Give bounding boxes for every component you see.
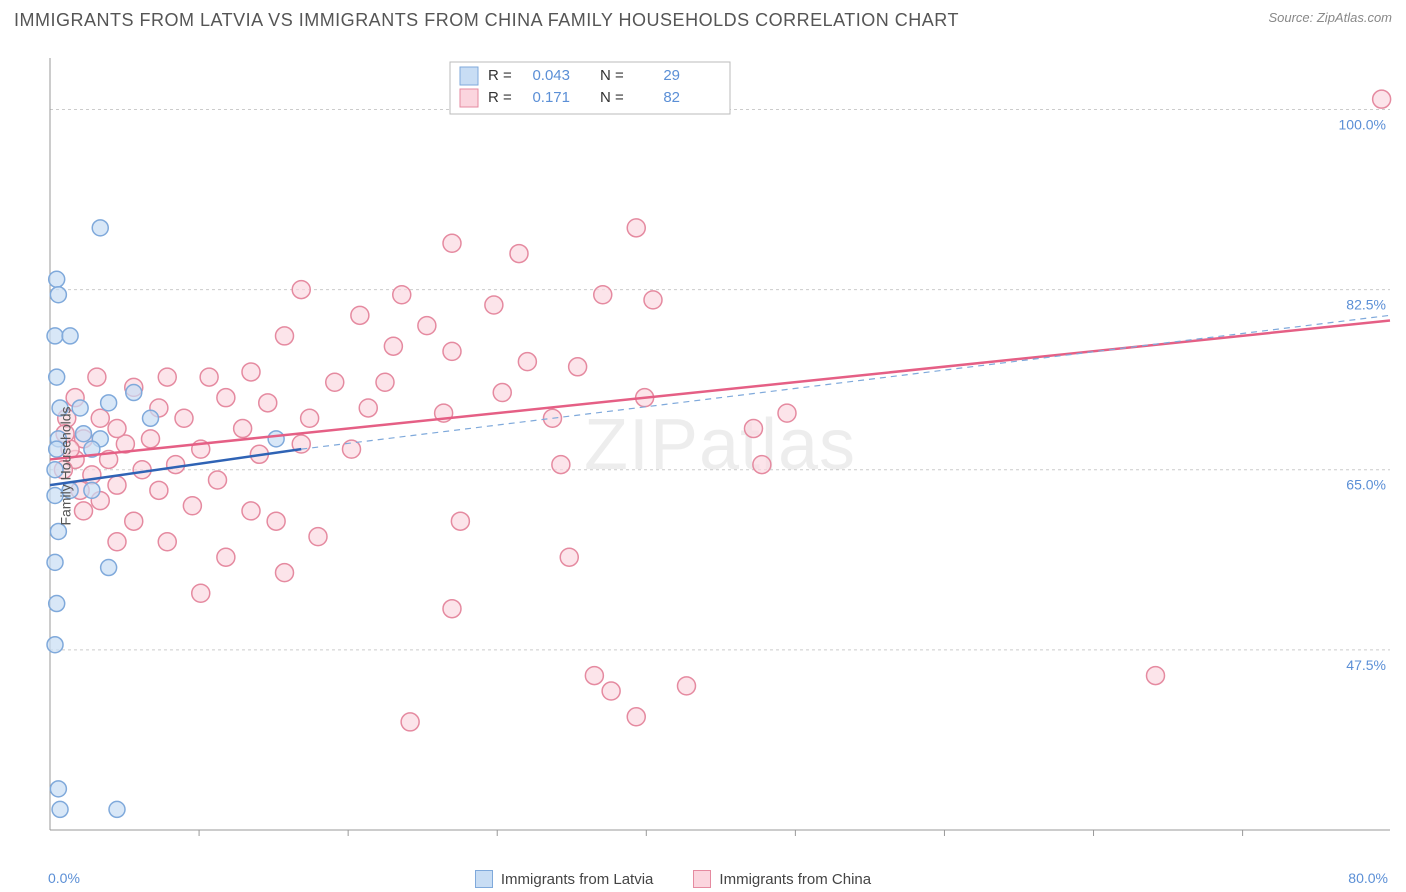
chart-title: IMMIGRANTS FROM LATVIA VS IMMIGRANTS FRO… xyxy=(14,10,959,31)
svg-text:65.0%: 65.0% xyxy=(1346,477,1386,493)
svg-text:0.043: 0.043 xyxy=(532,67,570,84)
legend-label-latvia: Immigrants from Latvia xyxy=(501,871,654,888)
svg-text:82: 82 xyxy=(663,89,680,106)
source-credit: Source: ZipAtlas.com xyxy=(1268,10,1392,25)
svg-text:29: 29 xyxy=(663,67,680,84)
scatter-chart: 47.5% 65.0% 82.5% 100.0% ZIPatlas R = 0.043 N =… xyxy=(0,40,1406,860)
svg-text:100.0%: 100.0% xyxy=(1339,116,1386,132)
svg-text:R =: R = xyxy=(488,89,512,106)
legend-item-china: Immigrants from China xyxy=(693,870,871,888)
legend-item-latvia: Immigrants from Latvia xyxy=(475,870,654,888)
bottom-legend: 0.0% Immigrants from Latvia Immigrants f… xyxy=(0,870,1406,888)
chart-area: Family Households 47.5% 65.0% 82.5% 100.0% Z… xyxy=(0,40,1406,892)
x-axis-min-label: 0.0% xyxy=(48,870,80,886)
header-bar: IMMIGRANTS FROM LATVIA VS IMMIGRANTS FRO… xyxy=(0,0,1406,37)
svg-text:82.5%: 82.5% xyxy=(1346,297,1386,313)
legend-swatch-latvia-icon xyxy=(475,870,493,888)
y-axis-label: Family Households xyxy=(58,406,74,525)
svg-text:N =: N = xyxy=(600,89,624,106)
svg-text:N =: N = xyxy=(600,67,624,84)
svg-text:ZIPatlas: ZIPatlas xyxy=(584,405,856,485)
svg-text:47.5%: 47.5% xyxy=(1346,657,1386,673)
svg-text:R =: R = xyxy=(488,67,512,84)
legend-label-china: Immigrants from China xyxy=(719,871,871,888)
legend-swatch-china-icon xyxy=(693,870,711,888)
svg-text:0.171: 0.171 xyxy=(532,89,570,106)
x-axis-max-label: 80.0% xyxy=(1348,870,1388,886)
